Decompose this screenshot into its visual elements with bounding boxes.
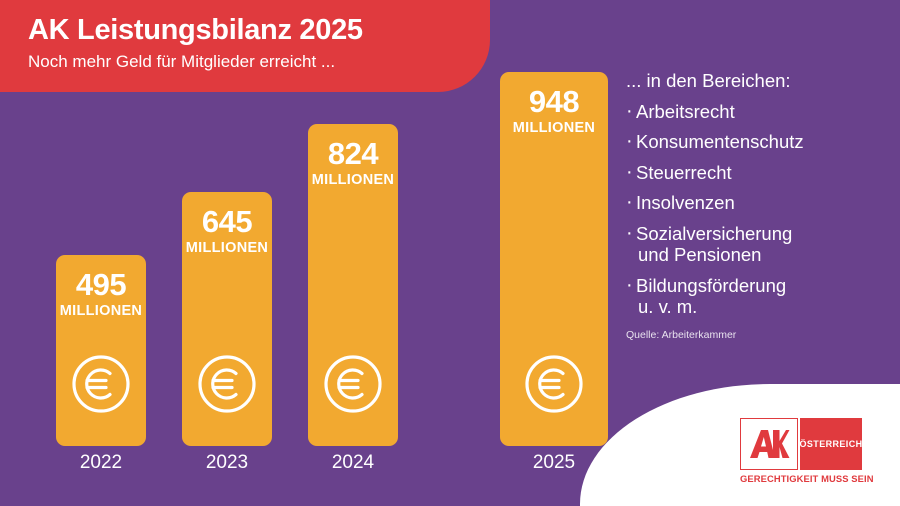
areas-list: Arbeitsrecht Konsumentenschutz Steuerrec… [626, 100, 888, 318]
ak-monogram-icon [750, 430, 790, 458]
austria-label: ÖSTERREICH [799, 439, 863, 449]
bar-label-2025: 948 MILLIONEN [500, 86, 608, 136]
source-note: Quelle: Arbeiterkammer [626, 328, 737, 341]
bar-unit-2022: MILLIONEN [59, 303, 143, 319]
list-item: Steuerrecht [626, 161, 888, 185]
list-item: Insolvenzen [626, 191, 888, 215]
list-item-label: Sozialversicherung [636, 222, 793, 244]
page-subtitle: Noch mehr Geld für Mitglieder erreicht .… [28, 52, 336, 71]
euro-circle-icon [196, 353, 258, 420]
bar-2024: 824 MILLIONEN [308, 124, 398, 446]
ak-monogram-box [740, 418, 798, 470]
logo-row: ÖSTERREICH [740, 418, 862, 470]
areas-heading: ... in den Bereichen: [626, 70, 791, 91]
bar-number-2024: 824 [327, 136, 379, 171]
bar-label-2023: 645 MILLIONEN [182, 206, 272, 256]
bar-year-2024: 2024 [331, 452, 375, 473]
logo-tagline: GERECHTIGKEIT MUSS SEIN [740, 473, 874, 484]
bar-number-2023: 645 [201, 204, 253, 239]
ak-logo: ÖSTERREICH GERECHTIGKEIT MUSS SEIN [740, 418, 874, 484]
euro-circle-icon [523, 353, 585, 420]
list-item-label: Bildungsförderung [636, 274, 787, 296]
bar-label-2024: 824 MILLIONEN [308, 138, 398, 188]
list-item: Arbeitsrecht [626, 100, 888, 124]
austria-box: ÖSTERREICH [800, 418, 862, 470]
bar-number-2025: 948 [528, 84, 580, 119]
euro-circle-icon [70, 353, 132, 420]
list-item: Sozialversicherung und Pensionen [626, 222, 888, 266]
bar-year-2025: 2025 [532, 452, 576, 473]
list-item-label-continued: und Pensionen [638, 244, 762, 266]
list-item-label: Steuerrecht [636, 161, 732, 183]
list-item: Konsumentenschutz [626, 130, 888, 154]
header-banner: AK Leistungsbilanz 2025 Noch mehr Geld f… [0, 0, 490, 92]
bar-chart: 495 MILLIONEN 2022 645 MILLIONEN [56, 72, 608, 473]
euro-circle-icon [322, 353, 384, 420]
bar-2025: 948 MILLIONEN [500, 72, 608, 446]
list-item-label: Konsumentenschutz [636, 131, 804, 153]
bar-label-2022: 495 MILLIONEN [56, 269, 146, 319]
bar-unit-2025: MILLIONEN [512, 120, 596, 136]
bar-unit-2024: MILLIONEN [311, 172, 395, 188]
bar-year-2023: 2023 [205, 452, 249, 473]
page-title: AK Leistungsbilanz 2025 [28, 14, 363, 46]
bar-number-2022: 495 [75, 267, 127, 302]
list-item-label-continued: u. v. m. [638, 296, 698, 318]
list-item-label: Arbeitsrecht [636, 101, 735, 122]
areas-panel: ... in den Bereichen: Arbeitsrecht Konsu… [626, 70, 888, 341]
list-item: Bildungsförderung u. v. m. [626, 274, 888, 318]
bar-2023: 645 MILLIONEN [182, 192, 272, 446]
bar-2022: 495 MILLIONEN [56, 255, 146, 446]
bar-year-2022: 2022 [79, 452, 123, 473]
list-item-label: Insolvenzen [636, 192, 735, 214]
bar-unit-2023: MILLIONEN [185, 240, 269, 256]
